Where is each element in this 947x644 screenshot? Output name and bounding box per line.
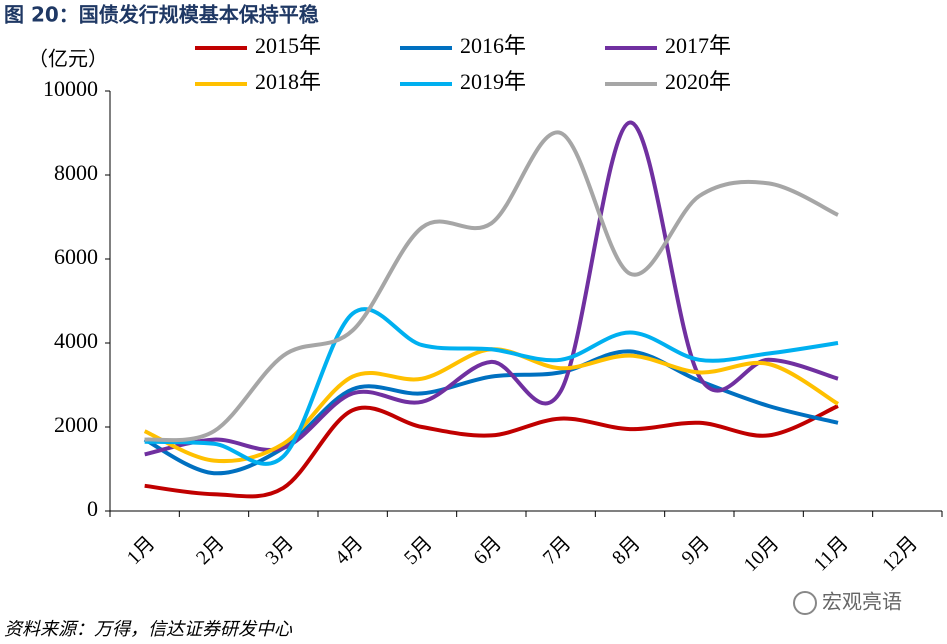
source-note: 资料来源：万得，信达证券研发中心	[4, 619, 293, 640]
x-tick-label: 2月	[192, 532, 229, 569]
y-tick-label: 8000	[54, 160, 98, 185]
legend-label: 2018年	[255, 69, 321, 94]
x-tick-label: 11月	[809, 532, 852, 575]
x-tick-label: 12月	[878, 532, 922, 576]
legend-label: 2015年	[255, 33, 321, 58]
y-tick-label: 6000	[54, 244, 98, 269]
x-tick-label: 8月	[608, 532, 645, 569]
x-tick-label: 7月	[539, 532, 576, 569]
legend-label: 2019年	[460, 69, 526, 94]
y-tick-label: 4000	[54, 328, 98, 353]
y-tick-label: 0	[87, 496, 98, 521]
legend-label: 2020年	[665, 69, 731, 94]
x-tick-label: 9月	[677, 532, 714, 569]
series-line	[144, 307, 839, 466]
x-tick-label: 5月	[400, 532, 437, 569]
x-tick-label: 10月	[740, 532, 784, 576]
series-line	[144, 130, 839, 443]
y-axis-label: （亿元）	[28, 47, 108, 71]
x-tick-label: 3月	[261, 532, 298, 569]
y-tick-label: 2000	[54, 412, 98, 437]
watermark-icon	[793, 591, 817, 615]
x-tick-label: 6月	[469, 532, 506, 569]
legend-label: 2016年	[460, 33, 526, 58]
x-tick-label: 4月	[331, 532, 368, 569]
chart-title: 图 20：国债发行规模基本保持平稳	[4, 3, 319, 27]
x-tick-label: 1月	[123, 532, 160, 569]
watermark: 宏观亮语	[822, 590, 902, 614]
series-line	[144, 120, 839, 457]
y-tick-label: 10000	[43, 76, 98, 101]
legend-label: 2017年	[665, 33, 731, 58]
series-line	[144, 404, 839, 499]
series-line	[143, 349, 839, 476]
